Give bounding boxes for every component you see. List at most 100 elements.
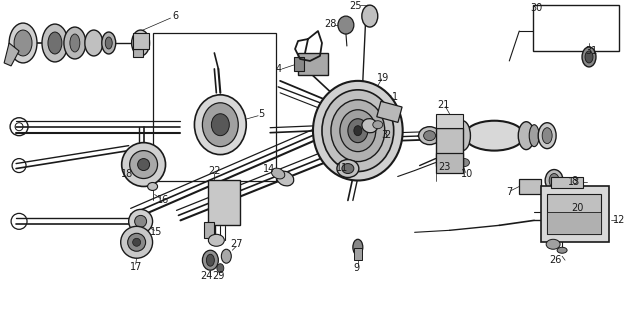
Ellipse shape bbox=[85, 30, 103, 56]
Ellipse shape bbox=[549, 194, 563, 212]
Ellipse shape bbox=[322, 90, 394, 172]
Text: 28: 28 bbox=[324, 19, 336, 29]
Text: 12: 12 bbox=[613, 215, 625, 225]
Circle shape bbox=[135, 215, 147, 227]
Text: 23: 23 bbox=[438, 162, 451, 172]
Text: 8: 8 bbox=[571, 175, 577, 186]
Text: 15: 15 bbox=[150, 227, 163, 237]
Circle shape bbox=[128, 233, 145, 251]
Ellipse shape bbox=[546, 239, 560, 249]
Ellipse shape bbox=[203, 103, 238, 147]
Text: 7: 7 bbox=[506, 188, 512, 197]
Ellipse shape bbox=[203, 250, 218, 270]
Text: 5: 5 bbox=[258, 109, 265, 119]
Ellipse shape bbox=[448, 152, 460, 160]
Text: 30: 30 bbox=[530, 3, 542, 13]
Text: 18: 18 bbox=[120, 169, 133, 179]
Bar bbox=[354, 248, 362, 260]
Text: 4: 4 bbox=[276, 64, 282, 74]
Ellipse shape bbox=[9, 23, 37, 63]
Ellipse shape bbox=[271, 168, 285, 179]
Bar bbox=[436, 153, 463, 172]
Ellipse shape bbox=[362, 119, 377, 133]
Bar bbox=[377, 101, 402, 123]
Ellipse shape bbox=[545, 170, 563, 191]
Bar bbox=[152, 33, 276, 180]
Ellipse shape bbox=[585, 51, 593, 63]
Ellipse shape bbox=[337, 160, 359, 178]
Polygon shape bbox=[4, 43, 19, 66]
Ellipse shape bbox=[48, 32, 62, 54]
Text: 1: 1 bbox=[392, 92, 398, 102]
Text: 22: 22 bbox=[208, 165, 221, 176]
Circle shape bbox=[130, 151, 157, 179]
Bar bbox=[547, 195, 601, 234]
Text: 16: 16 bbox=[157, 196, 170, 205]
Ellipse shape bbox=[460, 159, 470, 166]
Bar bbox=[541, 187, 609, 242]
Ellipse shape bbox=[424, 131, 436, 141]
Text: 3: 3 bbox=[382, 130, 388, 140]
Ellipse shape bbox=[217, 264, 224, 273]
Ellipse shape bbox=[348, 119, 368, 143]
Bar bbox=[133, 49, 142, 57]
Text: 13: 13 bbox=[568, 178, 580, 188]
Ellipse shape bbox=[450, 124, 460, 134]
Bar bbox=[294, 57, 304, 71]
Ellipse shape bbox=[373, 121, 382, 129]
Ellipse shape bbox=[354, 126, 362, 136]
Circle shape bbox=[120, 226, 152, 258]
Ellipse shape bbox=[529, 125, 539, 147]
Ellipse shape bbox=[14, 30, 32, 56]
Ellipse shape bbox=[362, 5, 378, 27]
Text: 2: 2 bbox=[384, 130, 391, 140]
Ellipse shape bbox=[206, 254, 214, 266]
Ellipse shape bbox=[549, 173, 559, 188]
Bar bbox=[436, 128, 463, 165]
Ellipse shape bbox=[70, 34, 80, 52]
Text: 29: 29 bbox=[212, 271, 224, 281]
Ellipse shape bbox=[331, 100, 385, 162]
Ellipse shape bbox=[436, 129, 453, 143]
Ellipse shape bbox=[313, 81, 403, 180]
Ellipse shape bbox=[340, 110, 376, 152]
Bar bbox=[298, 53, 328, 75]
Text: 21: 21 bbox=[438, 100, 450, 110]
Ellipse shape bbox=[552, 197, 560, 207]
Text: 24: 24 bbox=[200, 271, 213, 281]
Ellipse shape bbox=[338, 16, 354, 34]
Circle shape bbox=[138, 159, 150, 171]
Ellipse shape bbox=[194, 95, 246, 155]
Text: 27: 27 bbox=[230, 239, 243, 249]
Ellipse shape bbox=[64, 27, 86, 59]
Bar bbox=[519, 179, 541, 195]
Ellipse shape bbox=[147, 182, 157, 190]
Text: 10: 10 bbox=[461, 169, 473, 179]
Ellipse shape bbox=[208, 234, 224, 246]
Ellipse shape bbox=[582, 47, 596, 67]
Circle shape bbox=[129, 209, 152, 233]
Text: 9: 9 bbox=[354, 263, 360, 273]
Ellipse shape bbox=[277, 171, 293, 186]
Ellipse shape bbox=[419, 127, 441, 145]
Text: 14: 14 bbox=[263, 164, 275, 173]
Ellipse shape bbox=[342, 164, 354, 173]
Ellipse shape bbox=[221, 249, 231, 263]
Ellipse shape bbox=[542, 128, 552, 144]
Bar bbox=[208, 180, 240, 225]
Text: 6: 6 bbox=[172, 11, 179, 21]
Text: 25: 25 bbox=[350, 1, 362, 11]
Ellipse shape bbox=[42, 24, 68, 62]
Text: 11: 11 bbox=[336, 163, 348, 172]
Circle shape bbox=[133, 238, 140, 246]
Circle shape bbox=[122, 143, 166, 187]
Ellipse shape bbox=[211, 114, 229, 136]
Text: 19: 19 bbox=[377, 73, 389, 83]
Ellipse shape bbox=[353, 239, 363, 255]
Ellipse shape bbox=[519, 122, 534, 150]
Ellipse shape bbox=[455, 121, 470, 151]
Bar bbox=[204, 222, 214, 238]
Text: 26: 26 bbox=[549, 255, 561, 265]
Ellipse shape bbox=[102, 32, 116, 54]
Text: 17: 17 bbox=[129, 262, 142, 272]
